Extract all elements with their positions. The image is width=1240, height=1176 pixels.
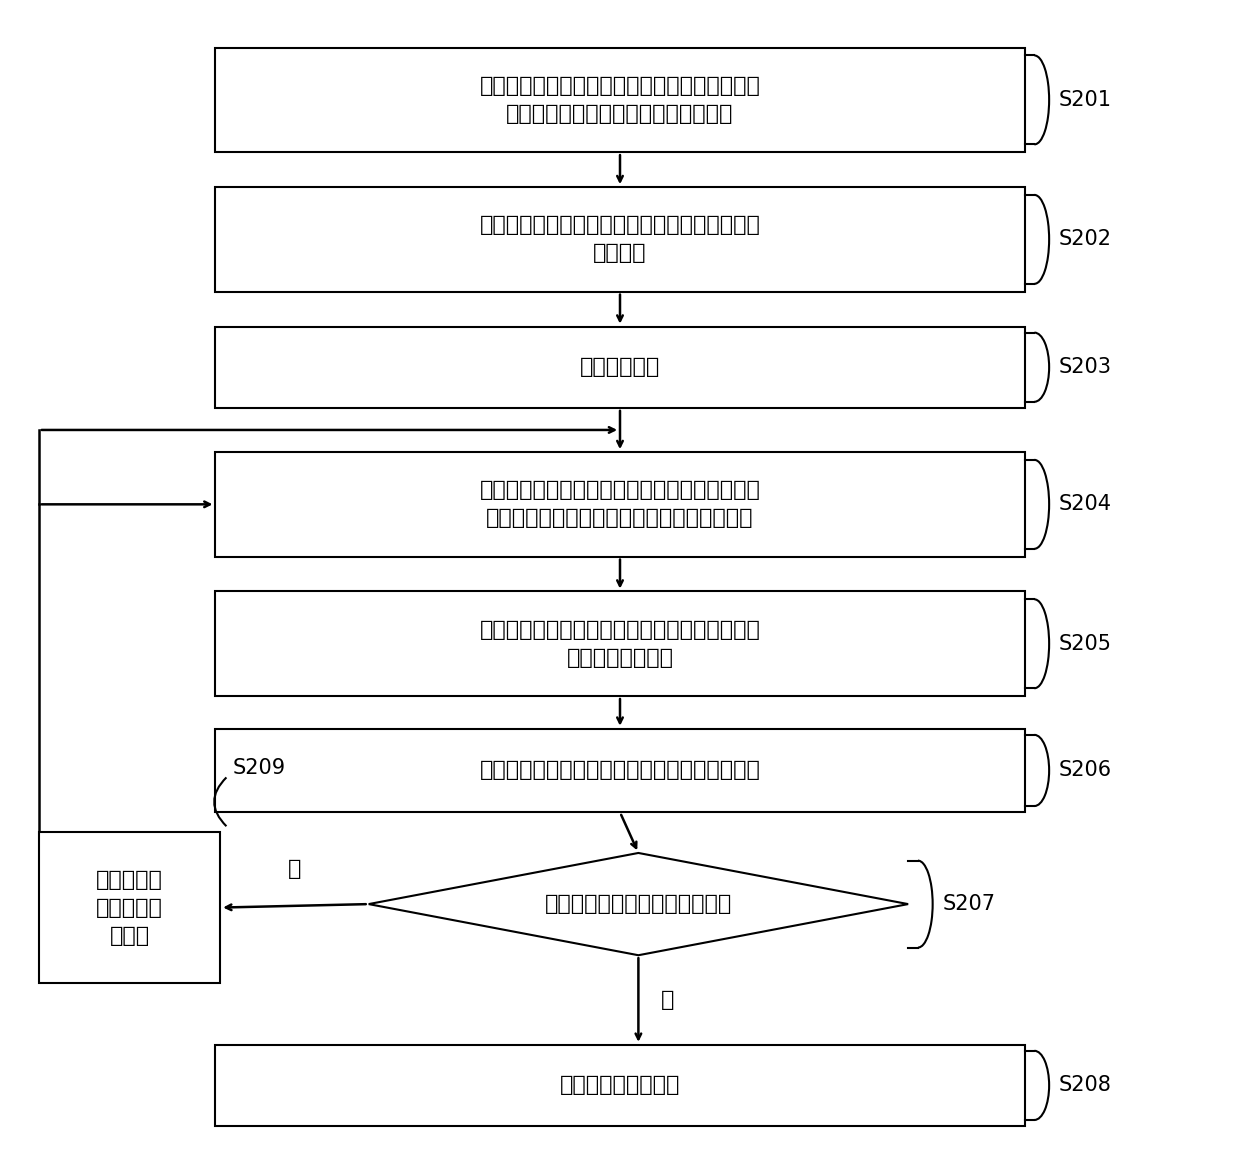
Text: 将对应第一平面的放大前后的计数结果进行比较: 将对应第一平面的放大前后的计数结果进行比较 (480, 761, 760, 781)
Text: 确定第一平面的位置: 确定第一平面的位置 (559, 1075, 681, 1095)
Bar (216, 452, 1024, 556)
Text: 对长方体包围盒的每一个平面中的点云数据分别
进行计数: 对长方体包围盒的每一个平面中的点云数据分别 进行计数 (480, 215, 760, 263)
Text: S209: S209 (233, 759, 285, 779)
Bar (216, 187, 1024, 292)
Text: 是否可以确定第一平面的位置？: 是否可以确定第一平面的位置？ (544, 894, 732, 914)
Text: S208: S208 (1059, 1075, 1112, 1095)
Text: S206: S206 (1059, 761, 1112, 781)
Text: S204: S204 (1059, 494, 1112, 514)
Text: S201: S201 (1059, 89, 1112, 109)
Text: S203: S203 (1059, 358, 1112, 377)
Bar (216, 1044, 1024, 1127)
Text: 按预设步长将各个目标平面向远离长方体包围盒
中心的方向移动，以放大长方体包围盒的体积: 按预设步长将各个目标平面向远离长方体包围盒 中心的方向移动，以放大长方体包围盒的… (480, 480, 760, 528)
Text: 是: 是 (661, 990, 673, 1010)
Text: 将预置的长方体包围盒放置在所述拼接后的点云
数据所在空间中所述电力设备的坐标处: 将预置的长方体包围盒放置在所述拼接后的点云 数据所在空间中所述电力设备的坐标处 (480, 76, 760, 123)
Text: 对放大后的长方体包围盒中，各个目标平面中的
点云数据进行计数: 对放大后的长方体包围盒中，各个目标平面中的 点云数据进行计数 (480, 620, 760, 668)
Text: 将第一平面
作为新的目
标平面: 将第一平面 作为新的目 标平面 (97, 869, 162, 946)
Text: 确定目标平面: 确定目标平面 (580, 358, 660, 377)
Text: S205: S205 (1059, 634, 1112, 654)
Text: S207: S207 (942, 894, 996, 914)
Text: 否: 否 (288, 858, 301, 878)
Bar (216, 592, 1024, 696)
Bar (38, 833, 221, 983)
Bar (216, 729, 1024, 813)
Text: S202: S202 (1059, 229, 1112, 249)
Bar (216, 327, 1024, 408)
Bar (216, 47, 1024, 152)
Polygon shape (368, 853, 908, 955)
